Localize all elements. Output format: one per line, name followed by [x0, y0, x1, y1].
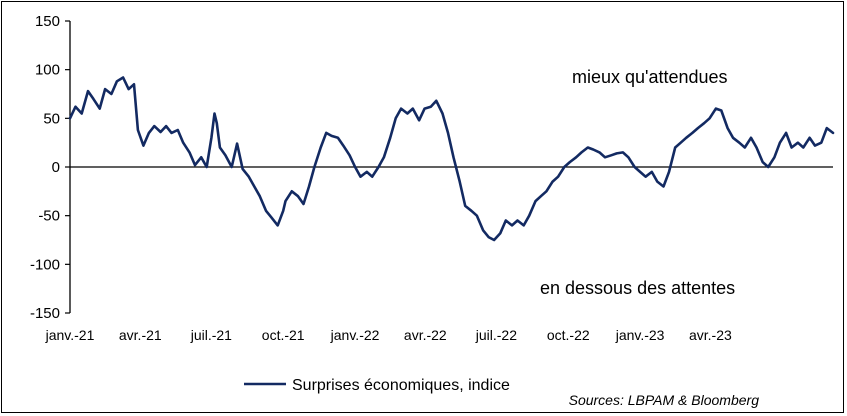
y-tick-label: -100	[30, 256, 60, 273]
y-tick-label: -150	[30, 305, 60, 322]
x-tick-label: juil.-21	[190, 327, 232, 343]
x-tick-label: janv.-22	[330, 327, 380, 343]
x-tick-label: janv.-21	[45, 327, 95, 343]
y-tick-label: -50	[38, 208, 60, 225]
y-tick-label: 150	[35, 13, 60, 30]
annotation-above: mieux qu'attendues	[572, 67, 728, 87]
x-tick-label: juil.-22	[475, 327, 517, 343]
chart-ticks: 150 100 50 0 -50 -100 -150 janv.-21 avr.-21 juil.…	[30, 13, 732, 343]
x-tick-label: janv.-23	[615, 327, 665, 343]
chart-axes	[69, 21, 833, 313]
x-tick-label: avr.-22	[404, 327, 447, 343]
x-tick-label: oct.-21	[262, 327, 305, 343]
y-tick-label: 50	[43, 110, 60, 127]
source-text: Sources: LBPAM & Bloomberg	[568, 392, 759, 408]
x-tick-label: avr.-23	[689, 327, 732, 343]
annotation-below: en dessous des attentes	[540, 278, 735, 298]
x-tick-label: oct.-22	[547, 327, 590, 343]
y-tick-label: 100	[35, 62, 60, 79]
legend-label: Surprises économiques, indice	[292, 377, 510, 394]
x-tick-label: avr.-21	[119, 327, 162, 343]
series-line	[68, 76, 835, 242]
y-tick-label: 0	[52, 159, 60, 176]
